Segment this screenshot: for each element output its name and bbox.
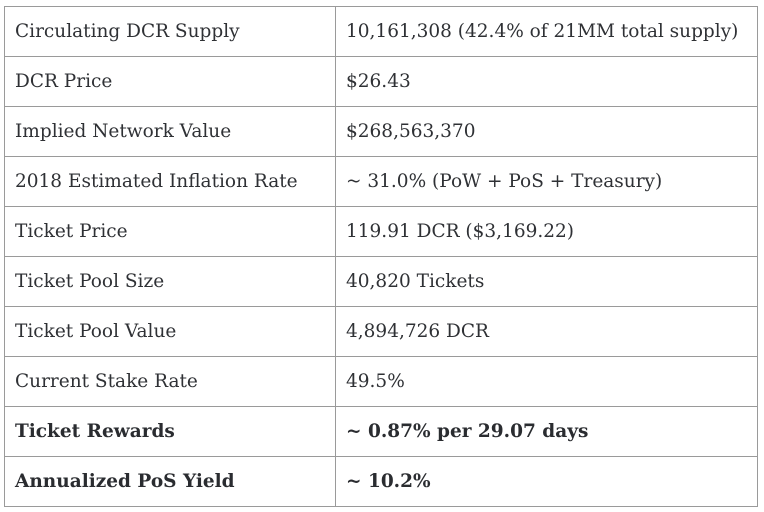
table-row-stake-rate: Current Stake Rate 49.5% [4,356,758,407]
table-row-ticket-rewards: Ticket Rewards ~ 0.87% per 29.07 days [4,406,758,457]
row-value: 119.91 DCR ($3,169.22) [335,206,758,257]
table-row-dcr-price: DCR Price $26.43 [4,56,758,107]
row-value: 40,820 Tickets [335,256,758,307]
table-row-inflation-rate: 2018 Estimated Inflation Rate ~ 31.0% (P… [4,156,758,207]
row-value: 49.5% [335,356,758,407]
table-row-circulating-supply: Circulating DCR Supply 10,161,308 (42.4%… [4,6,758,57]
dcr-stats-table: Circulating DCR Supply 10,161,308 (42.4%… [4,6,758,507]
table-row-network-value: Implied Network Value $268,563,370 [4,106,758,157]
table-row-ticket-pool-value: Ticket Pool Value 4,894,726 DCR [4,306,758,357]
row-value: 10,161,308 (42.4% of 21MM total supply) [335,6,758,57]
row-value: 4,894,726 DCR [335,306,758,357]
row-value: ~ 10.2% [335,456,758,507]
table-row-annualized-yield: Annualized PoS Yield ~ 10.2% [4,456,758,507]
row-label: Ticket Price [4,206,336,257]
row-value: $26.43 [335,56,758,107]
row-value: ~ 31.0% (PoW + PoS + Treasury) [335,156,758,207]
table-row-ticket-price: Ticket Price 119.91 DCR ($3,169.22) [4,206,758,257]
row-value: ~ 0.87% per 29.07 days [335,406,758,457]
row-label: Ticket Rewards [4,406,336,457]
row-label: Annualized PoS Yield [4,456,336,507]
row-label: Ticket Pool Value [4,306,336,357]
row-value: $268,563,370 [335,106,758,157]
row-label: Ticket Pool Size [4,256,336,307]
row-label: DCR Price [4,56,336,107]
row-label: Current Stake Rate [4,356,336,407]
row-label: Circulating DCR Supply [4,6,336,57]
table-row-ticket-pool-size: Ticket Pool Size 40,820 Tickets [4,256,758,307]
row-label: Implied Network Value [4,106,336,157]
row-label: 2018 Estimated Inflation Rate [4,156,336,207]
